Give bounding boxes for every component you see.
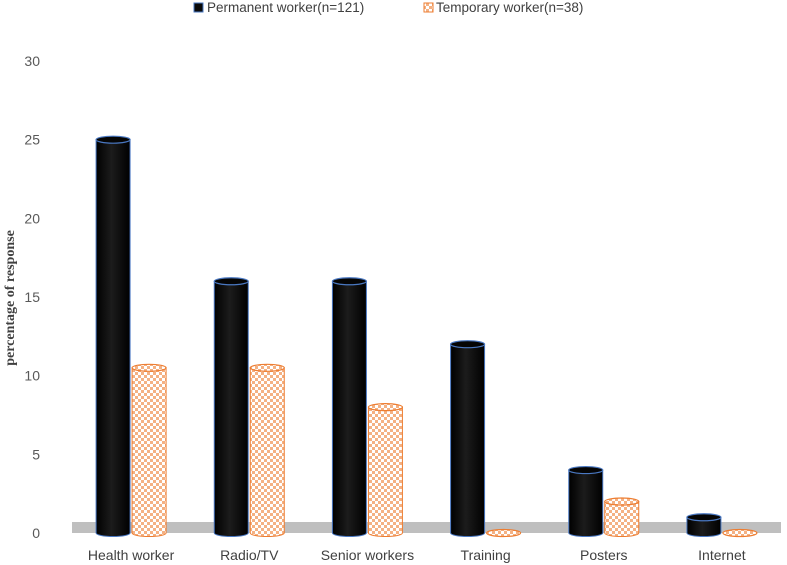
legend-label-temporary: Temporary worker(n=38) [436,0,583,15]
bar-body-permanent [568,469,604,537]
x-category-label: Internet [698,547,746,563]
x-category-label: Senior workers [321,547,414,563]
y-tick-label: 30 [24,53,40,69]
bars [95,135,758,538]
bar-body-permanent [450,343,486,537]
bar-permanent [95,135,131,537]
bar-permanent [568,465,604,537]
bar-temporary [604,497,640,537]
bar-cap-permanent [213,277,249,286]
y-axis-ticks: 0 5 10 15 20 25 30 [24,53,40,541]
bar-cap-temporary [604,497,640,506]
bar-permanent [213,277,249,537]
x-category-label: Health worker [88,547,175,563]
bar-body-permanent [331,280,367,537]
bar-cap-permanent [449,340,486,349]
bar-cap-temporary [722,528,758,538]
bar-temporary [249,363,285,537]
y-tick-label: 0 [32,525,40,541]
bar-temporary [367,403,404,537]
bar-body-temporary [604,501,640,537]
x-category-label: Radio/TV [220,547,279,563]
bar-body-permanent [686,516,722,537]
legend-swatch-temporary [423,2,434,13]
bar-cap-permanent [568,465,604,475]
y-tick-label: 25 [24,132,40,148]
bar-cap-temporary [485,528,522,538]
bar-body-temporary [131,367,167,537]
bar-temporary [131,363,167,537]
bar-body-permanent [213,280,249,537]
bar-cap-temporary [249,363,285,372]
y-tick-label: 15 [24,289,40,305]
bar-cap-temporary [131,363,167,372]
bar-cap-permanent [95,135,131,144]
legend-label-permanent: Permanent worker(n=121) [207,0,364,15]
bar-cap-permanent [686,513,722,522]
y-axis-label: percentage of response [3,230,18,366]
bar-cap-temporary [367,403,404,412]
bar-body-temporary [249,367,285,537]
bar-temporary [485,528,522,538]
bar-permanent [449,340,486,537]
y-tick-label: 20 [24,210,40,226]
x-category-label: Training [461,547,511,563]
bar-temporary [722,528,758,538]
x-axis-categories: Health worker Radio/TV Senior workers Train… [88,547,746,563]
y-tick-label: 5 [32,446,40,462]
legend: Permanent worker(n=121) Temporary worker… [193,0,583,15]
bar-cap-permanent [331,277,368,286]
x-category-label: Posters [580,547,627,563]
bar-body-temporary [367,406,403,537]
legend-swatch-permanent [193,2,204,13]
y-tick-label: 10 [24,368,40,384]
bar-permanent [686,513,722,537]
bar-permanent [331,277,368,537]
chart-floor [72,522,781,533]
bar-body-permanent [95,139,131,537]
